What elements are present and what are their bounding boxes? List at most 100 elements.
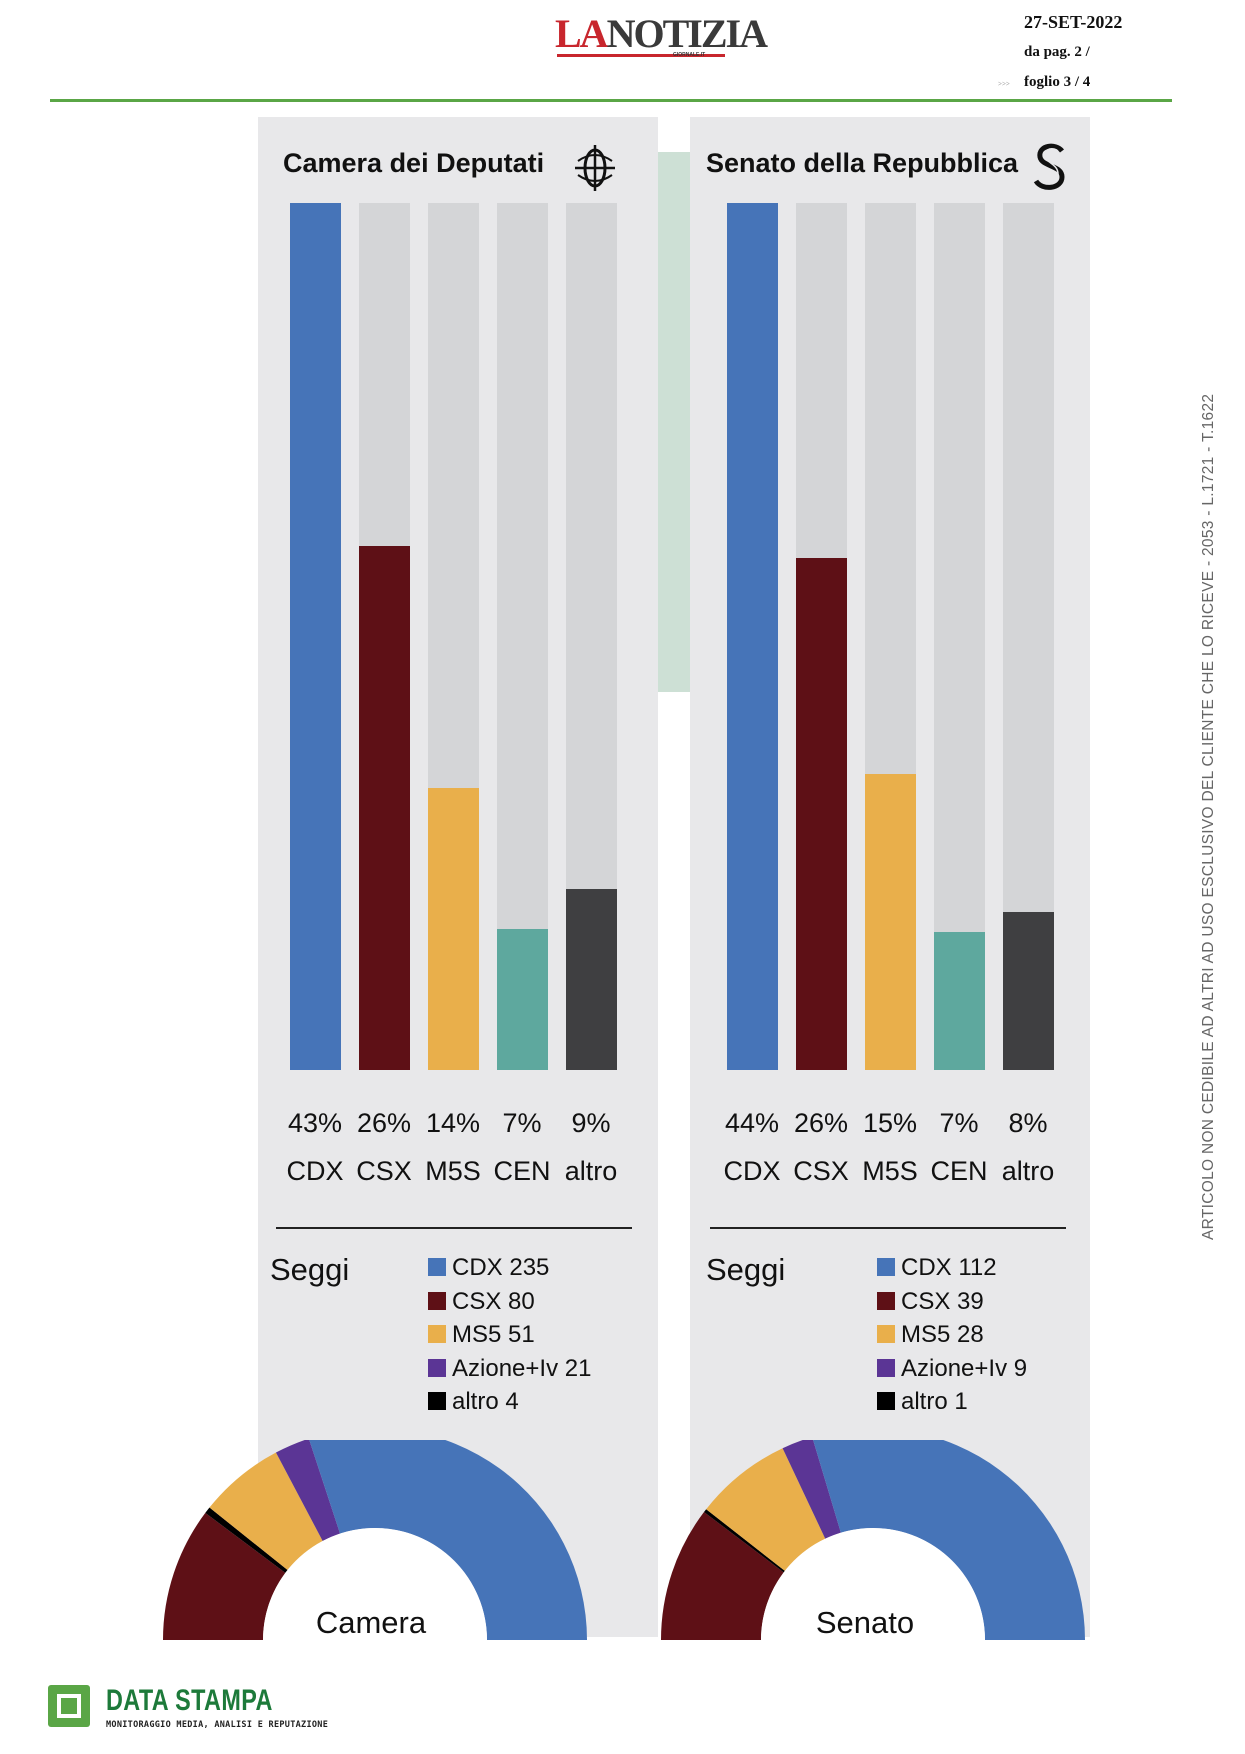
camera-value-label: 26% — [356, 1108, 412, 1138]
publication-date: 27-SET-2022 — [1024, 12, 1123, 32]
senato-bar-track-csx — [796, 203, 847, 1070]
senato-legend-item: altro 1 — [877, 1387, 968, 1417]
data-stampa-logo-icon — [48, 1685, 90, 1727]
panel-connector — [658, 152, 690, 692]
camera-category-label: CDX — [286, 1156, 344, 1186]
senato-donut-hole — [761, 1528, 985, 1640]
footer-brand: DATA STAMPA — [106, 1684, 273, 1717]
senato-value-label: 26% — [793, 1108, 849, 1138]
senato-seats-heading: Seggi — [706, 1252, 786, 1287]
header-divider — [50, 99, 1172, 102]
camera-bar-track-csx — [359, 203, 410, 1070]
senato-value-label: 8% — [1008, 1108, 1048, 1138]
camera-category-label: CSX — [356, 1156, 412, 1186]
camera-bar-altro — [566, 888, 617, 1070]
senato-bar-track-cdx — [727, 203, 778, 1070]
senato-legend-label: CDX 112 — [901, 1254, 997, 1281]
camera-legend-label: MS5 51 — [452, 1321, 535, 1348]
senato-legend-item: MS5 28 — [877, 1320, 984, 1350]
camera-category-label: M5S — [425, 1156, 481, 1186]
senato-donut-slice-azione-iv — [782, 1440, 841, 1539]
camera-legend-swatch — [428, 1358, 446, 1377]
camera-legend-label: CSX 80 — [452, 1287, 535, 1315]
senato-donut-slice-ms5 — [706, 1448, 826, 1571]
senato-legend-label: altro 1 — [901, 1388, 968, 1415]
camera-legend-item: MS5 51 — [428, 1320, 535, 1350]
camera-emblem-icon — [575, 145, 615, 191]
camera-legend-item: Azione+Iv 21 — [428, 1354, 591, 1384]
camera-value-label: 9% — [571, 1108, 611, 1138]
logo-subtitle: GIORNALE.IT — [673, 52, 706, 58]
senato-legend-item: CSX 39 — [877, 1287, 984, 1317]
camera-legend-swatch — [428, 1392, 446, 1410]
camera-donut-slice-csx — [163, 1512, 286, 1640]
senato-legend-swatch — [877, 1258, 895, 1276]
camera-legend-item: CSX 80 — [428, 1287, 535, 1317]
senato-donut-label: Senato — [815, 1605, 915, 1640]
camera-category-label: altro — [564, 1156, 618, 1186]
senato-donut-slice-cdx — [813, 1440, 1085, 1640]
camera-seats-donut — [163, 1440, 587, 1640]
camera-donut-slice-altro — [205, 1507, 288, 1573]
senato-bar-track-cen — [934, 203, 985, 1070]
senato-legend-swatch — [877, 1325, 895, 1343]
camera-bar-track-m5s — [428, 203, 479, 1070]
senato-value-label: 7% — [939, 1108, 979, 1138]
senato-divider — [710, 1227, 1066, 1229]
footer-tagline: MONITORAGGIO MEDIA, ANALISI E REPUTAZION… — [106, 1720, 329, 1730]
camera-bar-track-altro — [566, 203, 617, 1070]
camera-bar-csx — [359, 545, 410, 1070]
senato-value-label: 44% — [724, 1108, 780, 1138]
senato-donut-slice-altro — [704, 1509, 785, 1573]
senato-bar-csx — [796, 557, 847, 1070]
senato-category-label: altro — [1001, 1156, 1055, 1186]
camera-legend-label: CDX 235 — [452, 1254, 550, 1281]
camera-seats-heading: Seggi — [270, 1252, 350, 1287]
camera-legend-swatch — [428, 1325, 446, 1343]
senato-donut-slice-csx — [661, 1511, 784, 1640]
camera-bar-track-cen — [497, 203, 548, 1070]
camera-donut-hole — [263, 1528, 487, 1640]
senato-value-label: 15% — [862, 1108, 918, 1138]
senato-legend-label: Azione+Iv 9 — [901, 1354, 1028, 1382]
camera-donut-slice-cdx — [309, 1440, 587, 1640]
camera-bar-cen — [497, 928, 548, 1070]
senato-legend-item: CDX 112 — [877, 1253, 997, 1283]
camera-donut-slice-ms5 — [209, 1452, 323, 1571]
camera-legend-swatch — [428, 1258, 446, 1276]
senato-bar-track-m5s — [865, 203, 916, 1070]
senato-title: Senato della Repubblica — [706, 148, 1019, 178]
senato-legend-label: CSX 39 — [901, 1287, 984, 1315]
camera-legend-item: altro 4 — [428, 1387, 519, 1417]
senato-legend-label: MS5 28 — [901, 1321, 984, 1348]
senato-legend-item: Azione+Iv 9 — [877, 1354, 1027, 1384]
page-reference: da pag. 2 / — [1024, 44, 1090, 60]
senato-emblem-icon — [1033, 143, 1065, 190]
senato-bar-cen — [934, 932, 985, 1070]
camera-title: Camera dei Deputati — [283, 148, 545, 178]
camera-legend-label: altro 4 — [452, 1388, 519, 1415]
senato-bar-track-altro — [1003, 203, 1054, 1070]
senato-legend-swatch — [877, 1358, 895, 1377]
newspaper-logo: LANOTIZIA GIORNALE.IT — [555, 11, 768, 59]
camera-value-label: 14% — [425, 1108, 481, 1138]
copyright-note: ARTICOLO NON CEDIBILE AD ALTRI AD USO ES… — [1200, 393, 1217, 1240]
senato-legend-swatch — [877, 1291, 895, 1310]
camera-value-label: 7% — [502, 1108, 542, 1138]
senato-bar-altro — [1003, 912, 1054, 1070]
sheet-reference: foglio 3 / 4 — [1024, 74, 1091, 90]
camera-legend-item: CDX 235 — [428, 1253, 549, 1283]
camera-category-label: CEN — [493, 1156, 551, 1186]
camera-value-label: 43% — [287, 1108, 343, 1138]
camera-legend-label: Azione+Iv 21 — [452, 1354, 592, 1382]
senato-legend-swatch — [877, 1392, 895, 1410]
camera-legend-swatch — [428, 1291, 446, 1310]
camera-donut-label: Camera — [315, 1605, 427, 1640]
senato-bar-cdx — [727, 203, 778, 1070]
camera-divider — [276, 1227, 632, 1229]
camera-bar-track-cdx — [290, 203, 341, 1070]
camera-bar-cdx — [290, 203, 341, 1070]
senato-bar-m5s — [865, 774, 916, 1070]
camera-donut-slice-azione-iv — [275, 1440, 341, 1541]
senato-category-label: CEN — [930, 1156, 988, 1186]
